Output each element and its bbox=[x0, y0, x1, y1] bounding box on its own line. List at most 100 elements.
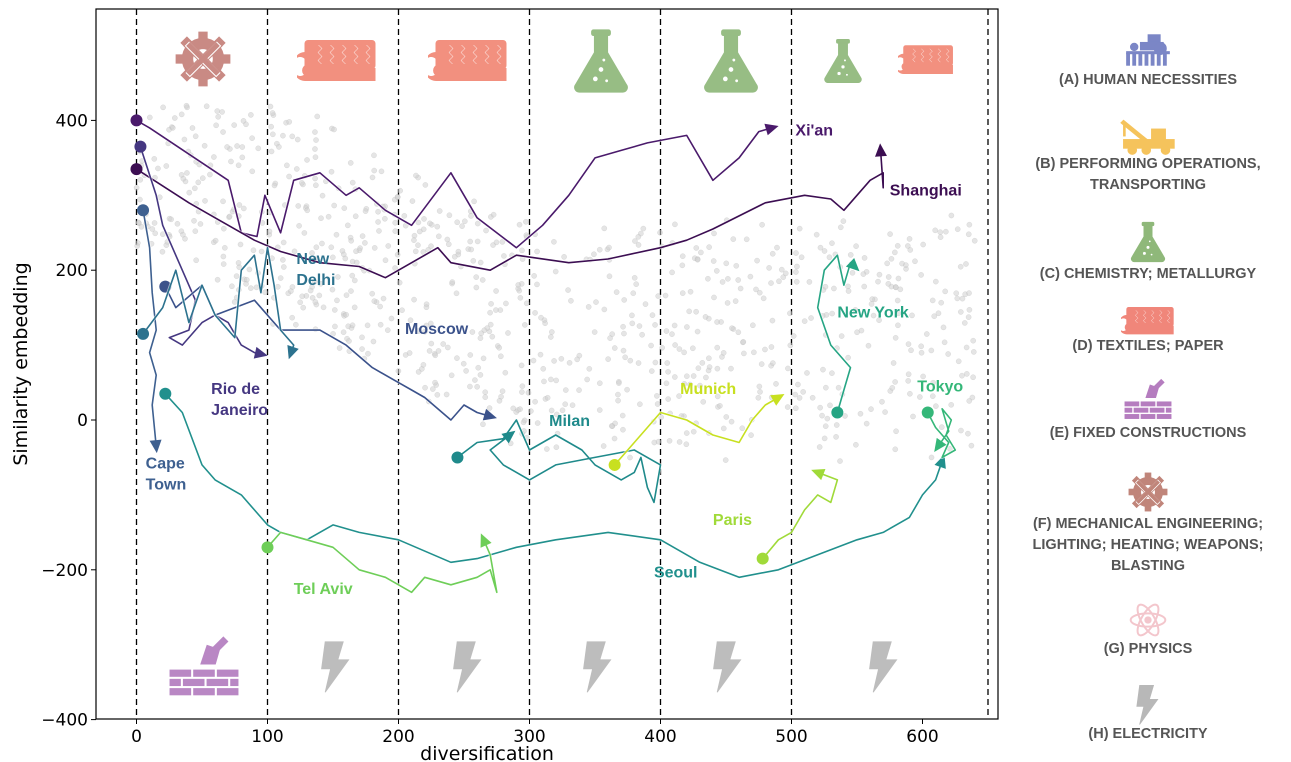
series-start-marker bbox=[130, 163, 143, 176]
background-point bbox=[192, 228, 199, 235]
background-point bbox=[681, 381, 688, 387]
background-point bbox=[568, 297, 574, 304]
background-point bbox=[531, 273, 537, 279]
background-point bbox=[796, 395, 803, 401]
background-point bbox=[371, 152, 377, 159]
series-line bbox=[816, 254, 855, 413]
background-point bbox=[793, 250, 799, 256]
background-point bbox=[521, 322, 528, 328]
background-point bbox=[309, 250, 315, 256]
x-tick-label: 100 bbox=[251, 727, 283, 747]
background-point bbox=[963, 344, 970, 351]
legend-item-e: (E) FIXED CONSTRUCTIONS bbox=[1050, 378, 1247, 441]
background-point bbox=[970, 349, 977, 355]
background-point bbox=[681, 349, 687, 356]
background-point bbox=[666, 437, 673, 444]
background-point bbox=[953, 290, 960, 297]
background-point bbox=[663, 380, 670, 387]
city-label: Tokyo bbox=[917, 379, 963, 396]
background-point bbox=[146, 114, 153, 121]
background-point bbox=[671, 322, 678, 329]
background-point bbox=[684, 324, 690, 330]
background-point bbox=[629, 320, 636, 327]
background-point bbox=[407, 317, 414, 324]
fabric-roll-icon bbox=[297, 39, 376, 82]
background-point bbox=[861, 283, 868, 290]
background-point bbox=[534, 281, 540, 288]
background-point bbox=[449, 279, 456, 285]
background-point bbox=[562, 401, 569, 408]
background-point bbox=[421, 328, 428, 335]
background-point bbox=[271, 182, 278, 189]
background-point bbox=[693, 245, 700, 251]
background-point bbox=[468, 213, 474, 219]
background-point bbox=[448, 372, 455, 379]
background-point bbox=[487, 321, 494, 328]
brick-trowel-icon bbox=[169, 636, 239, 696]
series-end-arrow bbox=[845, 257, 860, 272]
background-point bbox=[920, 241, 926, 248]
background-point bbox=[249, 135, 255, 142]
background-point bbox=[713, 268, 720, 274]
series-line bbox=[266, 531, 498, 594]
background-point bbox=[151, 220, 158, 226]
background-point bbox=[895, 275, 902, 282]
background-point bbox=[490, 211, 497, 218]
background-point bbox=[822, 283, 829, 290]
city-label: New bbox=[296, 251, 329, 268]
background-point bbox=[683, 373, 690, 380]
background-point bbox=[352, 213, 359, 220]
background-point bbox=[193, 257, 200, 264]
background-point bbox=[965, 314, 972, 320]
background-point bbox=[213, 122, 219, 129]
series-end-arrow bbox=[770, 394, 785, 406]
series-new-delhi bbox=[137, 246, 299, 360]
background-point bbox=[720, 425, 727, 432]
background-point bbox=[970, 337, 977, 344]
background-point bbox=[199, 175, 206, 182]
series-end-arrow bbox=[934, 437, 947, 452]
background-point bbox=[937, 229, 944, 236]
background-point bbox=[423, 304, 430, 311]
background-point bbox=[220, 225, 227, 232]
background-point bbox=[705, 355, 712, 362]
background-point bbox=[341, 205, 348, 212]
background-point bbox=[463, 368, 469, 374]
background-point bbox=[394, 251, 401, 258]
background-point bbox=[669, 269, 675, 276]
background-point bbox=[435, 233, 442, 240]
background-point bbox=[865, 342, 872, 349]
background-point bbox=[333, 231, 340, 238]
x-tick-label: 200 bbox=[382, 727, 414, 747]
series-end-arrow bbox=[501, 430, 516, 444]
background-point bbox=[729, 325, 735, 332]
background-point bbox=[300, 304, 307, 311]
background-point bbox=[676, 439, 683, 445]
background-point bbox=[220, 253, 227, 260]
background-point bbox=[482, 389, 489, 396]
background-point bbox=[820, 366, 826, 373]
background-point bbox=[868, 406, 874, 412]
background-point bbox=[301, 230, 308, 236]
background-point bbox=[459, 223, 465, 229]
legend-item-h: (H) ELECTRICITY bbox=[1088, 685, 1208, 742]
background-point bbox=[312, 299, 319, 305]
background-point bbox=[706, 244, 713, 250]
background-point bbox=[747, 273, 754, 280]
background-point bbox=[488, 300, 494, 307]
background-point bbox=[369, 174, 376, 181]
background-point bbox=[435, 348, 442, 354]
background-point bbox=[319, 192, 326, 199]
background-point bbox=[553, 444, 560, 451]
background-point bbox=[970, 374, 976, 381]
background-point bbox=[399, 307, 405, 314]
series-start-marker bbox=[921, 406, 934, 419]
background-point bbox=[416, 228, 423, 235]
background-point bbox=[258, 248, 265, 255]
background-point bbox=[958, 427, 964, 434]
lightning-icon bbox=[1136, 685, 1159, 725]
background-point bbox=[808, 315, 814, 321]
background-point bbox=[479, 277, 486, 283]
background-point bbox=[353, 259, 360, 266]
background-point bbox=[401, 212, 408, 219]
